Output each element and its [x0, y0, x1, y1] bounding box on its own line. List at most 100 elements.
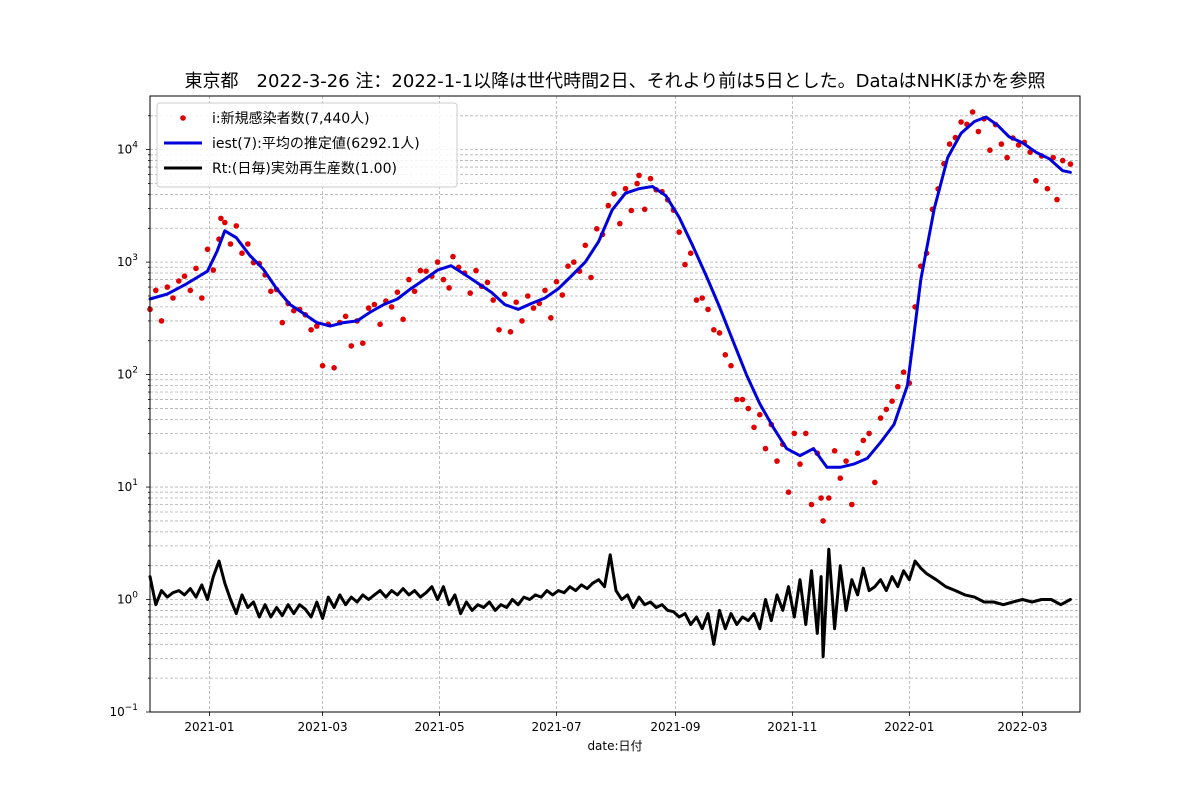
data-point	[204, 246, 211, 253]
data-point	[450, 253, 456, 260]
legend-label: iest(7):平均の推定値(6292.1人)	[212, 136, 420, 152]
rt-line	[148, 547, 1072, 659]
data-point	[722, 352, 729, 358]
data-point	[843, 458, 849, 464]
data-point	[239, 250, 245, 256]
data-point	[745, 405, 752, 412]
data-point	[164, 284, 171, 290]
data-point	[181, 273, 188, 280]
data-point	[548, 315, 554, 321]
data-point	[501, 291, 508, 297]
data-point	[826, 495, 832, 501]
plot-frame	[149, 95, 1081, 713]
data-point	[218, 215, 224, 222]
data-point	[774, 458, 780, 464]
data-point	[734, 396, 740, 403]
data-point	[641, 206, 648, 213]
data-point	[676, 229, 682, 235]
data-point	[360, 340, 366, 347]
data-point	[227, 241, 234, 247]
data-point	[268, 288, 274, 295]
data-point	[728, 362, 734, 369]
data-point	[837, 475, 844, 482]
y-tick-label: 104	[117, 141, 138, 157]
data-point	[808, 501, 815, 508]
data-point	[797, 461, 803, 467]
data-point	[739, 396, 746, 403]
data-point	[153, 287, 159, 294]
data-point	[1044, 185, 1051, 192]
x-tick-label: 2021-01	[184, 720, 234, 734]
data-point	[831, 448, 838, 454]
data-point	[636, 172, 642, 179]
data-point	[490, 297, 497, 303]
data-point	[411, 288, 418, 295]
x-tick-label: 2021-09	[650, 720, 700, 734]
data-point	[628, 207, 635, 214]
data-point	[388, 304, 395, 310]
data-point	[314, 323, 320, 329]
data-point	[617, 220, 623, 227]
data-point	[883, 406, 890, 413]
data-point	[699, 295, 705, 301]
x-tick-label: 2022-03	[997, 720, 1047, 734]
data-point	[594, 226, 600, 232]
estimate-line	[148, 115, 1072, 469]
data-point	[634, 180, 640, 187]
data-point	[423, 268, 429, 275]
data-point	[693, 297, 700, 303]
data-point	[866, 430, 872, 437]
data-point	[1004, 154, 1010, 161]
data-point	[519, 318, 525, 324]
data-point	[371, 301, 378, 308]
data-point	[1050, 154, 1056, 161]
data-point	[559, 292, 566, 298]
data-point	[1033, 177, 1039, 184]
data-point	[757, 411, 763, 418]
legend-label: i:新規感染者数(7,440人)	[212, 110, 370, 127]
data-point	[473, 267, 479, 274]
data-point	[158, 318, 165, 324]
data-point	[946, 141, 953, 147]
legend: i:新規感染者数(7,440人) iest(7):平均の推定値(6292.1人) R…	[156, 102, 458, 188]
data-point	[998, 141, 1005, 147]
data-point	[860, 437, 867, 444]
data-point	[791, 430, 798, 437]
data-point	[170, 295, 176, 301]
data-point	[245, 241, 251, 247]
y-tick-label: 100	[117, 591, 138, 607]
y-axis: 10−1 100 101 102 103 104	[109, 115, 150, 719]
data-point	[400, 316, 406, 323]
data-point	[530, 305, 537, 311]
data-point	[507, 329, 514, 335]
data-point	[440, 276, 447, 283]
data-point	[849, 501, 855, 508]
data-point	[233, 223, 240, 229]
data-point	[434, 259, 441, 265]
data-point	[711, 327, 717, 333]
data-point	[716, 330, 723, 336]
data-point	[342, 313, 349, 320]
data-point	[975, 128, 982, 135]
data-point	[308, 327, 314, 333]
data-point	[785, 489, 792, 496]
x-tick-label: 2021-11	[767, 720, 817, 734]
grid	[150, 96, 1080, 713]
data-point	[193, 265, 199, 272]
data-point	[803, 430, 809, 437]
data-point	[622, 185, 629, 192]
data-point	[751, 424, 757, 431]
data-point	[1059, 157, 1066, 164]
data-point	[605, 202, 612, 209]
data-point	[484, 279, 491, 286]
data-point	[394, 289, 401, 296]
data-point	[187, 287, 194, 294]
data-point	[199, 295, 205, 301]
data-point	[467, 290, 474, 296]
x-tick-label: 2022-01	[884, 720, 934, 734]
data-point	[210, 267, 217, 273]
data-point	[872, 479, 878, 486]
series-layer	[147, 109, 1074, 659]
data-point	[1015, 142, 1022, 148]
